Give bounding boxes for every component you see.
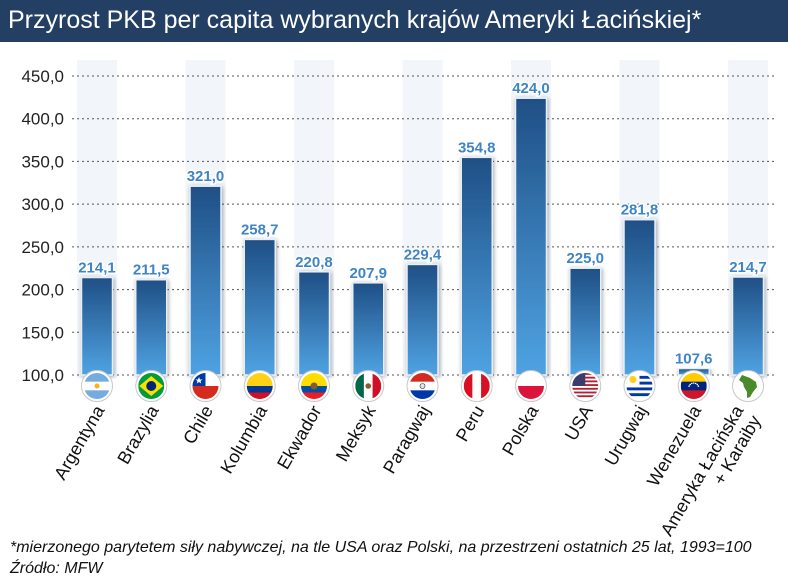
value-label: 107,6 <box>675 351 713 368</box>
brazil-flag-icon <box>135 370 168 402</box>
bar <box>297 271 331 376</box>
y-tick-label: 300,0 <box>21 195 64 214</box>
bar <box>514 97 548 376</box>
bar <box>460 156 493 376</box>
x-tick-label: Kolumbia <box>216 401 271 477</box>
argentina-flag-icon <box>81 370 113 402</box>
latin-america-map-icon <box>732 370 764 402</box>
value-label: 321,0 <box>187 168 225 185</box>
chile-flag-icon <box>189 370 222 402</box>
bar-chart: 100,0 150,0 200,0 250,0 300,0 350,0 400,0 450,0… <box>21 60 775 538</box>
paraguay-flag-icon <box>406 370 439 402</box>
x-tick-label: Ekwador <box>273 402 325 473</box>
bar <box>623 218 656 376</box>
y-tick-label: 150,0 <box>21 323 64 342</box>
bar <box>569 267 602 376</box>
x-tick-label: Brazylia <box>113 401 163 467</box>
x-tick-label: USA <box>561 402 597 444</box>
value-label: 354,8 <box>458 139 496 156</box>
y-tick-label: 450,0 <box>21 67 64 86</box>
uruguay-flag-icon <box>623 370 656 402</box>
x-tick-label: Meksyk <box>332 401 380 465</box>
bar <box>731 276 765 376</box>
source-note: Źródło: MFW <box>10 560 103 577</box>
poland-flag-icon <box>515 370 547 402</box>
y-tick-label: 100,0 <box>21 366 64 385</box>
bar <box>243 238 276 376</box>
x-tick-label: Polska <box>498 401 543 459</box>
x-tick-label: Argentyna <box>50 401 109 483</box>
x-tick-label: Peru <box>452 402 488 445</box>
bar <box>406 263 439 376</box>
title-bar: Przyrost PKB per capita wybranych krajów… <box>0 0 788 42</box>
value-label: 214,1 <box>78 260 116 277</box>
x-tick-label: Paragwaj <box>379 402 434 477</box>
venezuela-flag-icon <box>677 370 710 402</box>
value-label: 229,4 <box>404 246 442 263</box>
mexico-flag-icon <box>352 370 385 402</box>
value-label: 225,0 <box>566 250 604 267</box>
x-tick-label: Ameryka Łacińska+ Karaiby <box>657 401 766 538</box>
value-label: 281,8 <box>621 202 659 219</box>
ecuador-flag-icon <box>298 370 330 402</box>
x-tick-label: Chile <box>179 402 217 448</box>
value-label: 211,5 <box>133 262 170 279</box>
x-tick-label: Urugwaj <box>601 402 651 469</box>
usa-flag-icon <box>569 370 602 402</box>
bar <box>80 276 114 376</box>
value-label: 207,9 <box>349 265 387 282</box>
bar <box>135 278 168 376</box>
bar <box>352 282 385 376</box>
colombia-flag-icon <box>243 370 276 402</box>
value-label: 258,7 <box>241 221 279 238</box>
bar <box>189 185 222 376</box>
value-label: 220,8 <box>295 254 333 271</box>
peru-flag-icon <box>460 370 493 402</box>
value-label: 214,7 <box>729 259 767 276</box>
y-tick-label: 250,0 <box>21 238 64 257</box>
value-label: 424,0 <box>512 80 550 97</box>
y-tick-label: 400,0 <box>21 110 64 129</box>
footnote: *mierzonego parytetem siły nabywczej, na… <box>10 539 752 556</box>
y-tick-label: 350,0 <box>21 152 64 171</box>
chart-title: Przyrost PKB per capita wybranych krajów… <box>8 6 702 34</box>
y-tick-label: 200,0 <box>21 281 64 300</box>
